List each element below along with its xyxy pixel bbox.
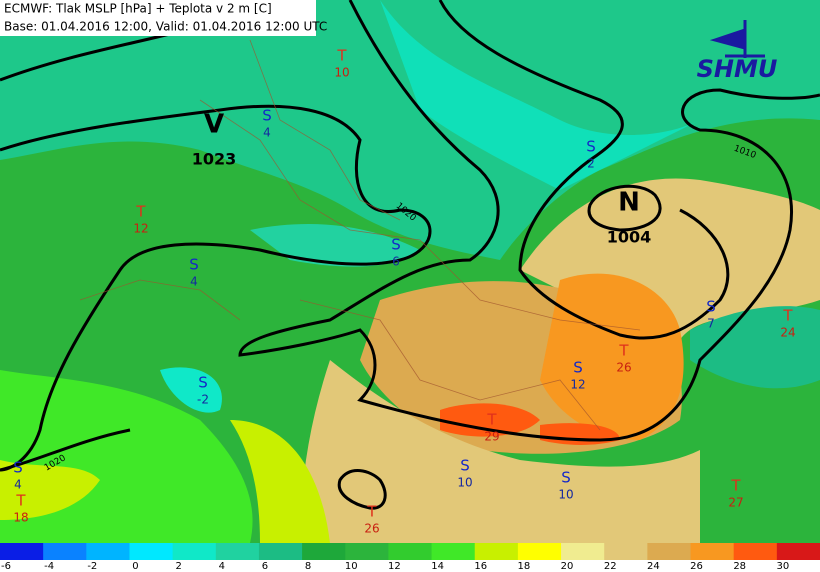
station-value: 29 [484, 430, 499, 444]
header-box [0, 0, 316, 36]
station-value: 10 [457, 476, 472, 490]
header-line: ECMWF: Tlak MSLP [hPa] + Teplota v 2 m [… [4, 2, 272, 16]
pressure-value: 1004 [607, 228, 652, 247]
legend-swatch [690, 543, 735, 560]
legend-label: 0 [132, 561, 138, 572]
legend-swatch [431, 543, 476, 560]
station-symbol: S [561, 469, 571, 487]
station-value: 26 [616, 361, 631, 375]
station-symbol: T [336, 47, 347, 65]
legend-label: 8 [305, 561, 311, 572]
station-symbol: S [262, 107, 272, 125]
legend-swatch [517, 543, 562, 560]
pressure-symbol: N [618, 188, 640, 218]
station-symbol: S [586, 138, 596, 156]
legend-label: 6 [262, 561, 268, 572]
temperature-field [0, 0, 820, 543]
legend-label: 10 [345, 561, 358, 572]
station-value: 18 [13, 511, 28, 525]
legend-label: 16 [474, 561, 487, 572]
legend-label: 22 [604, 561, 617, 572]
station-value: 12 [133, 222, 148, 236]
station-value: 4 [190, 275, 198, 289]
legend-label: 24 [647, 561, 660, 572]
legend-swatch [258, 543, 303, 560]
legend-swatch [604, 543, 648, 560]
legend-swatch [129, 543, 174, 560]
legend-swatch [86, 543, 130, 560]
legend-label: -6 [1, 561, 11, 572]
legend-swatch [388, 543, 433, 560]
station-symbol: T [782, 307, 793, 325]
legend-label: 2 [175, 561, 181, 572]
legend-label: 12 [388, 561, 401, 572]
station-symbol: S [391, 236, 401, 254]
legend-swatch [345, 543, 389, 560]
station-symbol: S [198, 374, 208, 392]
legend-label: -2 [87, 561, 97, 572]
legend-swatch [733, 543, 778, 560]
legend-label: 18 [518, 561, 531, 572]
station-value: 12 [570, 378, 585, 392]
logo: SHMU [697, 20, 778, 83]
station-value: 10 [334, 66, 349, 80]
legend-swatch [474, 543, 519, 560]
legend-label: 30 [776, 561, 789, 572]
station-value: 27 [728, 496, 743, 510]
legend-label: 28 [733, 561, 746, 572]
station-symbol: S [460, 457, 470, 475]
header-line: Base: 01.04.2016 12:00, Valid: 01.04.201… [4, 20, 327, 34]
station-symbol: S [573, 359, 583, 377]
station-symbol: S [189, 256, 199, 274]
isobars [0, 0, 820, 510]
station-value: 2 [587, 157, 595, 171]
station-symbol: T [486, 411, 497, 429]
pressure-value: 1023 [192, 150, 237, 169]
pressure-symbol: V [204, 110, 224, 140]
station-symbol: T [15, 492, 26, 510]
station-value: 4 [14, 478, 22, 492]
station-value: 10 [558, 488, 573, 502]
legend-swatch [647, 543, 692, 560]
station-symbol: S [706, 298, 716, 316]
legend-swatch [0, 543, 44, 560]
legend-swatch [43, 543, 87, 560]
legend-swatch [561, 543, 605, 560]
legend-label: 26 [690, 561, 703, 572]
station-value: 4 [263, 126, 271, 140]
legend-label: -4 [44, 561, 54, 572]
legend-label: 14 [431, 561, 444, 572]
legend-label: 4 [219, 561, 225, 572]
legend-swatch [215, 543, 260, 560]
station-value: 26 [364, 522, 379, 536]
legend-label: 20 [561, 561, 574, 572]
station-symbol: T [366, 503, 377, 521]
borders [79, 39, 641, 431]
logo-text: SHMU [697, 55, 778, 83]
station-symbol: T [618, 342, 629, 360]
station-value: 6 [392, 255, 400, 269]
legend-swatch [302, 543, 346, 560]
station-value: -2 [197, 393, 209, 407]
station-value: 7 [707, 317, 715, 331]
legend-swatch [776, 543, 820, 560]
legend-swatch [172, 543, 217, 560]
station-symbol: T [730, 477, 741, 495]
station-value: 24 [780, 326, 795, 340]
station-symbol: S [13, 459, 23, 477]
station-symbol: T [135, 203, 146, 221]
